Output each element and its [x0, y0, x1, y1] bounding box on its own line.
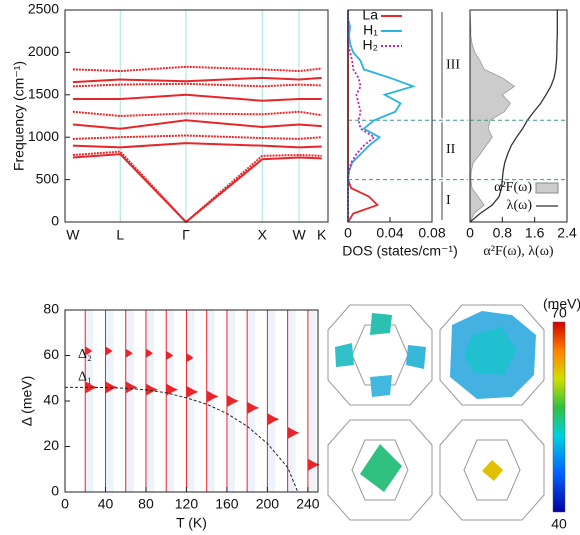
dos-curve [347, 10, 416, 222]
y-tick-label: 2500 [28, 1, 59, 17]
x-tick-label: 160 [215, 496, 239, 512]
temperature-band [85, 310, 94, 492]
temperature-band [186, 310, 195, 492]
plot-frame [469, 9, 568, 223]
x-tick-label: X [258, 227, 268, 243]
temperature-band [105, 310, 114, 492]
gap-distribution [166, 383, 179, 396]
legend-label: H₂ [362, 37, 378, 53]
phonon-band [72, 76, 322, 84]
y-tick-label: 0 [51, 213, 59, 229]
temperature-band [206, 310, 215, 492]
legend-label: La [362, 7, 378, 23]
x-tick-label: W [66, 227, 80, 243]
x-tick-label: 40 [98, 496, 114, 512]
temperature-band [267, 310, 276, 492]
colorbar-tick-label: 40 [551, 516, 567, 532]
a2f-area [469, 9, 516, 223]
x-tick-label: 0 [466, 225, 474, 241]
x-tick-label: 1.6 [525, 225, 545, 241]
gap-distribution [105, 346, 113, 356]
gap-distribution [206, 390, 219, 403]
gap-distribution [267, 413, 280, 426]
temperature-band [247, 310, 256, 492]
y-tick-label: 500 [36, 170, 60, 186]
y-tick-label: 0 [51, 483, 59, 499]
x-tick-label: 0.8 [493, 225, 513, 241]
y-tick-label: 40 [43, 392, 59, 408]
region-label: II [446, 142, 456, 157]
phonon-band [72, 110, 322, 118]
gap-distribution [145, 348, 153, 358]
x-tick-label: 0 [344, 225, 352, 241]
gap-distribution [186, 353, 194, 363]
y-axis-title: Δ (meV) [19, 376, 35, 427]
legend-label: λ(ω) [507, 198, 533, 213]
fermi-surfaces [327, 304, 545, 521]
series-label: Δ₂ [78, 347, 92, 362]
x-tick-label: 0.08 [418, 225, 445, 241]
gap-distribution [145, 383, 158, 396]
plot-frame [347, 9, 433, 223]
phonon-band [72, 65, 322, 73]
gap-distribution [125, 381, 138, 394]
temperature-band [145, 310, 154, 492]
x-axis-title: T (K) [176, 515, 207, 531]
gap-distribution [226, 395, 239, 407]
x-tick-label: Γ [182, 227, 190, 243]
series-label: Δ₁ [78, 370, 92, 385]
temperature-band [125, 310, 134, 492]
legend-label: H₁ [363, 22, 378, 38]
x-tick-label: W [292, 227, 306, 243]
gap-distribution [307, 458, 320, 471]
lambda-curve [469, 10, 558, 223]
x-tick-label: 240 [296, 496, 320, 512]
region-label: III [446, 57, 460, 72]
temperature-band [307, 310, 316, 492]
gap-distribution [186, 385, 199, 398]
phonon-band [72, 153, 322, 224]
x-tick-label: 80 [138, 496, 154, 512]
y-axis-title: Frequency (cm⁻¹) [11, 61, 27, 171]
x-tick-label: L [116, 227, 124, 243]
gap-distribution [247, 401, 260, 414]
phonon-band [72, 82, 322, 88]
temperature-band [166, 310, 175, 492]
x-tick-label: 0 [61, 496, 69, 512]
y-tick-label: 1500 [28, 86, 59, 102]
y-tick-label: 1000 [28, 128, 59, 144]
x-axis-title: α²F(ω), λ(ω) [483, 244, 554, 259]
x-tick-label: 120 [175, 496, 199, 512]
x-tick-label: 200 [256, 496, 280, 512]
plot-frame [64, 309, 319, 493]
colorbar [552, 321, 566, 513]
x-axis-title: DOS (states/cm⁻¹) [342, 243, 458, 259]
region-label: I [446, 193, 451, 208]
y-tick-label: 20 [43, 437, 59, 453]
phonon-band [72, 119, 322, 130]
plot-frame [64, 9, 329, 223]
phonon-band [72, 93, 322, 102]
temperature-band [287, 310, 296, 492]
gap-distribution [287, 426, 300, 439]
fit-curve [65, 386, 299, 493]
colorbar-title: (meV) [543, 296, 580, 312]
gap-distribution [85, 346, 93, 356]
gap-distribution [166, 351, 174, 360]
y-tick-label: 2000 [28, 43, 59, 59]
x-tick-label: 2.4 [557, 225, 577, 241]
y-tick-label: 80 [43, 301, 59, 317]
phonon-band [72, 142, 322, 149]
legend-swatch [535, 182, 559, 194]
phonon-band [72, 150, 322, 224]
legend-label: α²F(ω) [494, 180, 532, 195]
y-tick-label: 60 [43, 346, 59, 362]
x-tick-label: K [317, 227, 327, 243]
x-tick-label: 0.04 [376, 225, 403, 241]
gap-distribution [125, 348, 133, 358]
colorbar-tick-label: 70 [551, 305, 567, 321]
phonon-band [72, 134, 322, 140]
